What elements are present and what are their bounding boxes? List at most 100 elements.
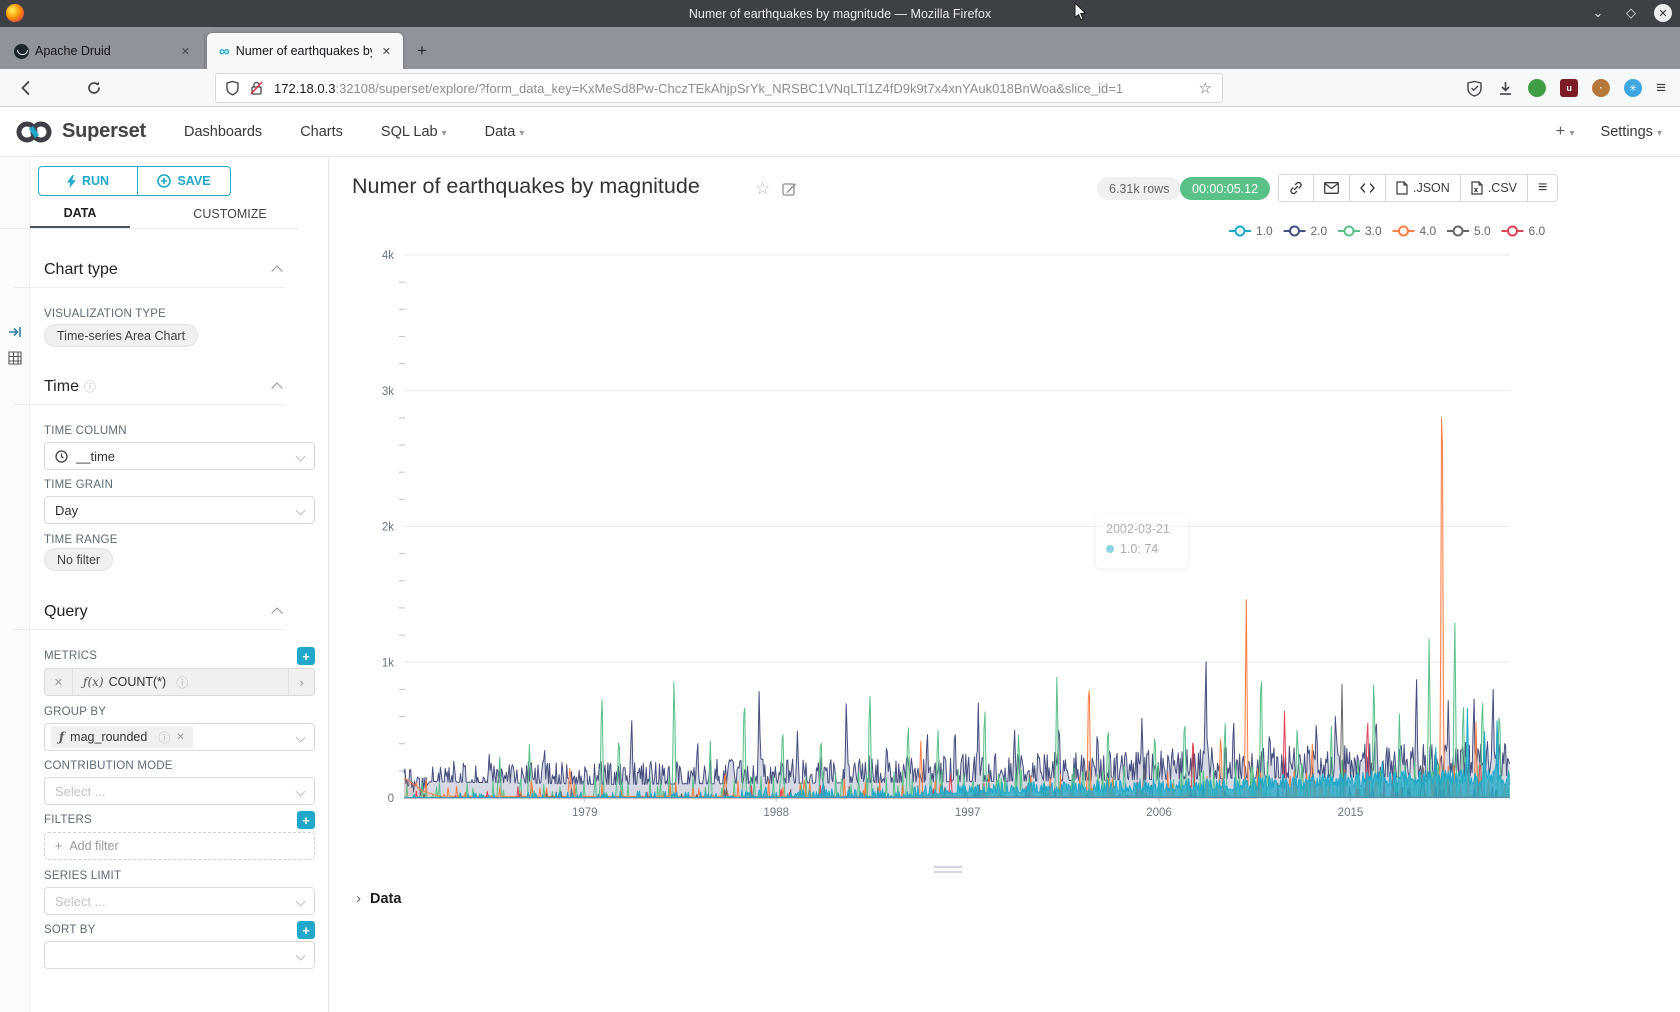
chevron-down-icon <box>296 787 306 797</box>
svg-text:4.0: 4.0 <box>1420 224 1437 238</box>
time-grain-select[interactable]: Day <box>44 496 315 524</box>
section-time[interactable]: Time ⓘ <box>14 369 285 405</box>
contribution-mode-select[interactable]: Select ... <box>44 777 315 805</box>
clock-icon <box>55 450 68 463</box>
function-icon: ƒ <box>59 730 64 744</box>
hamburger-menu-icon[interactable]: ≡ <box>1656 78 1666 98</box>
run-button[interactable]: RUN <box>38 166 138 196</box>
browser-tab-superset-chart[interactable]: ∞ Numer of earthquakes by m ✕ <box>207 33 403 69</box>
druid-favicon <box>14 44 29 59</box>
tab-data[interactable]: DATA <box>30 200 130 228</box>
tab-close-icon[interactable]: ✕ <box>177 43 194 60</box>
superset-navbar: Superset Dashboards Charts SQL Lab▾ Data… <box>0 107 1680 157</box>
tab-customize[interactable]: CUSTOMIZE <box>163 200 297 228</box>
browser-tab-bar: Apache Druid ✕ ∞ Numer of earthquakes by… <box>0 27 1680 69</box>
url-text[interactable]: 172.18.0.3:32108/superset/explore/?form_… <box>274 81 1189 96</box>
time-column-select[interactable]: __time <box>44 442 315 470</box>
settings-menu[interactable]: Settings ▾ <box>1601 124 1662 140</box>
reload-icon[interactable] <box>86 80 102 96</box>
consent-extension-icon[interactable]: ✳ <box>1624 79 1642 97</box>
superset-logo[interactable]: Superset <box>12 118 146 146</box>
resize-handle[interactable] <box>934 866 962 876</box>
svg-text:2k: 2k <box>382 522 394 534</box>
new-tab-button[interactable]: + <box>417 41 427 61</box>
remove-pill-icon[interactable]: ✕ <box>176 732 184 743</box>
chevron-down-icon <box>296 951 306 961</box>
window-minimize-button[interactable]: ⌄ <box>1588 3 1608 23</box>
nav-data[interactable]: Data▾ <box>485 124 525 140</box>
ublock-origin-icon[interactable]: u <box>1560 79 1578 97</box>
insecure-lock-icon[interactable] <box>249 80 264 96</box>
tooltip-value: 1.0: 74 <box>1120 542 1158 556</box>
forward-icon[interactable] <box>52 80 68 96</box>
svg-text:6.0: 6.0 <box>1529 224 1546 238</box>
expand-metric-icon[interactable]: › <box>288 669 314 695</box>
url-bar[interactable]: 172.18.0.3:32108/superset/explore/?form_… <box>215 73 1223 103</box>
extension-icon-green[interactable] <box>1528 79 1546 97</box>
nav-charts[interactable]: Charts <box>300 124 343 140</box>
add-metric-button[interactable]: + <box>297 647 315 665</box>
time-range-label: TIME RANGE <box>44 534 118 546</box>
chart-tooltip: 2002-03-21 1.0: 74 <box>1096 514 1188 568</box>
brand-wordmark: Superset <box>62 120 146 143</box>
svg-text:0: 0 <box>388 793 394 805</box>
tab-close-icon[interactable]: ✕ <box>378 43 395 60</box>
chevron-up-icon <box>271 607 282 618</box>
metric-item[interactable]: ✕ ƒ(x) COUNT(*) ⓘ › <box>44 668 315 696</box>
series-dot-icon <box>1106 545 1114 553</box>
group-by-label: GROUP BY <box>44 706 106 718</box>
dataset-grid-icon[interactable] <box>7 350 23 366</box>
legend-item-2.0[interactable]: 2.0 <box>1284 224 1328 238</box>
timeseries-area-chart[interactable]: 01k2k3k4k197919881997200620151.02.03.04.… <box>330 157 1680 1012</box>
browser-tab-apache-druid[interactable]: Apache Druid ✕ <box>0 33 205 69</box>
svg-text:3.0: 3.0 <box>1365 224 1382 238</box>
section-query[interactable]: Query <box>14 594 285 630</box>
info-icon: ⓘ <box>176 674 188 691</box>
svg-text:1997: 1997 <box>955 807 981 819</box>
svg-text:1988: 1988 <box>763 807 789 819</box>
legend-item-4.0[interactable]: 4.0 <box>1393 224 1437 238</box>
sort-by-select[interactable] <box>44 941 315 969</box>
firefox-logo-icon <box>6 4 24 22</box>
viz-type-pill[interactable]: Time-series Area Chart <box>44 324 198 347</box>
chevron-down-icon <box>296 452 306 462</box>
data-panel-toggle[interactable]: › Data <box>356 890 401 907</box>
legend-item-6.0[interactable]: 6.0 <box>1502 224 1546 238</box>
window-maximize-button[interactable]: ◇ <box>1621 3 1641 23</box>
window-close-button[interactable]: ✕ <box>1654 4 1672 22</box>
legend-item-1.0[interactable]: 1.0 <box>1229 224 1273 238</box>
window-titlebar: Numer of earthquakes by magnitude — Mozi… <box>0 0 1680 27</box>
chevron-down-icon <box>296 897 306 907</box>
cookie-extension-icon[interactable]: · <box>1592 79 1610 97</box>
plus-icon: + <box>55 839 62 853</box>
group-by-select[interactable]: ƒ mag_rounded ⓘ ✕ <box>44 723 315 751</box>
downloads-icon[interactable] <box>1497 80 1514 97</box>
section-chart-type[interactable]: Chart type <box>14 252 285 288</box>
legend-item-5.0[interactable]: 5.0 <box>1447 224 1491 238</box>
tracking-shield-icon[interactable] <box>225 80 240 96</box>
remove-metric-icon[interactable]: ✕ <box>45 669 73 695</box>
caret-down-icon: ▾ <box>442 128 447 139</box>
add-new-menu[interactable]: + ▾ <box>1556 123 1575 141</box>
save-button[interactable]: SAVE <box>138 166 231 196</box>
svg-text:1k: 1k <box>382 657 394 669</box>
caret-down-icon: ▾ <box>519 128 524 139</box>
add-sort-button[interactable]: + <box>297 921 315 939</box>
chevron-down-icon <box>296 733 306 743</box>
pocket-save-icon[interactable] <box>1466 80 1483 97</box>
caret-down-icon: ▾ <box>1657 128 1662 139</box>
svg-text:2015: 2015 <box>1338 807 1364 819</box>
group-by-pill[interactable]: ƒ mag_rounded ⓘ ✕ <box>51 726 193 748</box>
series-limit-select[interactable]: Select ... <box>44 887 315 915</box>
nav-dashboards[interactable]: Dashboards <box>184 124 262 140</box>
add-filter-dropzone[interactable]: + Add filter <box>44 832 315 860</box>
collapse-panel-icon[interactable] <box>7 324 23 340</box>
info-icon: ⓘ <box>84 378 96 395</box>
back-icon[interactable] <box>18 80 34 96</box>
legend-item-3.0[interactable]: 3.0 <box>1338 224 1382 238</box>
bookmark-star-icon[interactable]: ☆ <box>1199 79 1212 97</box>
time-range-pill[interactable]: No filter <box>44 548 113 571</box>
nav-sql-lab[interactable]: SQL Lab▾ <box>381 124 447 140</box>
add-filter-button[interactable]: + <box>297 811 315 829</box>
mouse-cursor <box>1074 2 1088 22</box>
